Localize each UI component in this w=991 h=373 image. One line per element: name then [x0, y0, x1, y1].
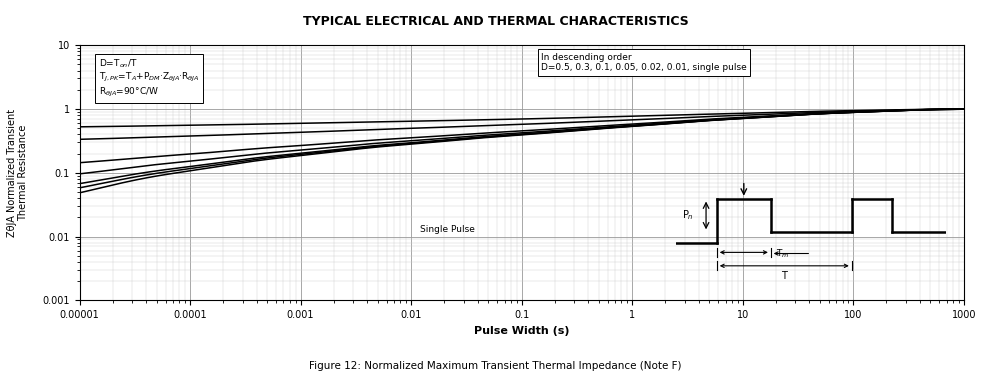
Text: Figure 12: Normalized Maximum Transient Thermal Impedance (Note F): Figure 12: Normalized Maximum Transient … — [309, 361, 682, 371]
Text: In descending order
D=0.5, 0.3, 0.1, 0.05, 0.02, 0.01, single pulse: In descending order D=0.5, 0.3, 0.1, 0.0… — [541, 53, 747, 72]
Text: TYPICAL ELECTRICAL AND THERMAL CHARACTERISTICS: TYPICAL ELECTRICAL AND THERMAL CHARACTER… — [302, 15, 689, 28]
Text: Single Pulse: Single Pulse — [420, 225, 475, 234]
Text: ZθJA Normalized Transient
Thermal Resistance: ZθJA Normalized Transient Thermal Resist… — [7, 109, 29, 237]
Text: D=T$_{{on}}$/T
T$_{{J,PK}}$=T$_{{A}}$+P$_{{DM}}$·Z$_{{θJA}}$·R$_{{θJA}}$
R$_{{θJ: D=T$_{{on}}$/T T$_{{J,PK}}$=T$_{{A}}$+P$… — [99, 57, 199, 99]
X-axis label: Pulse Width (s): Pulse Width (s) — [474, 326, 570, 336]
